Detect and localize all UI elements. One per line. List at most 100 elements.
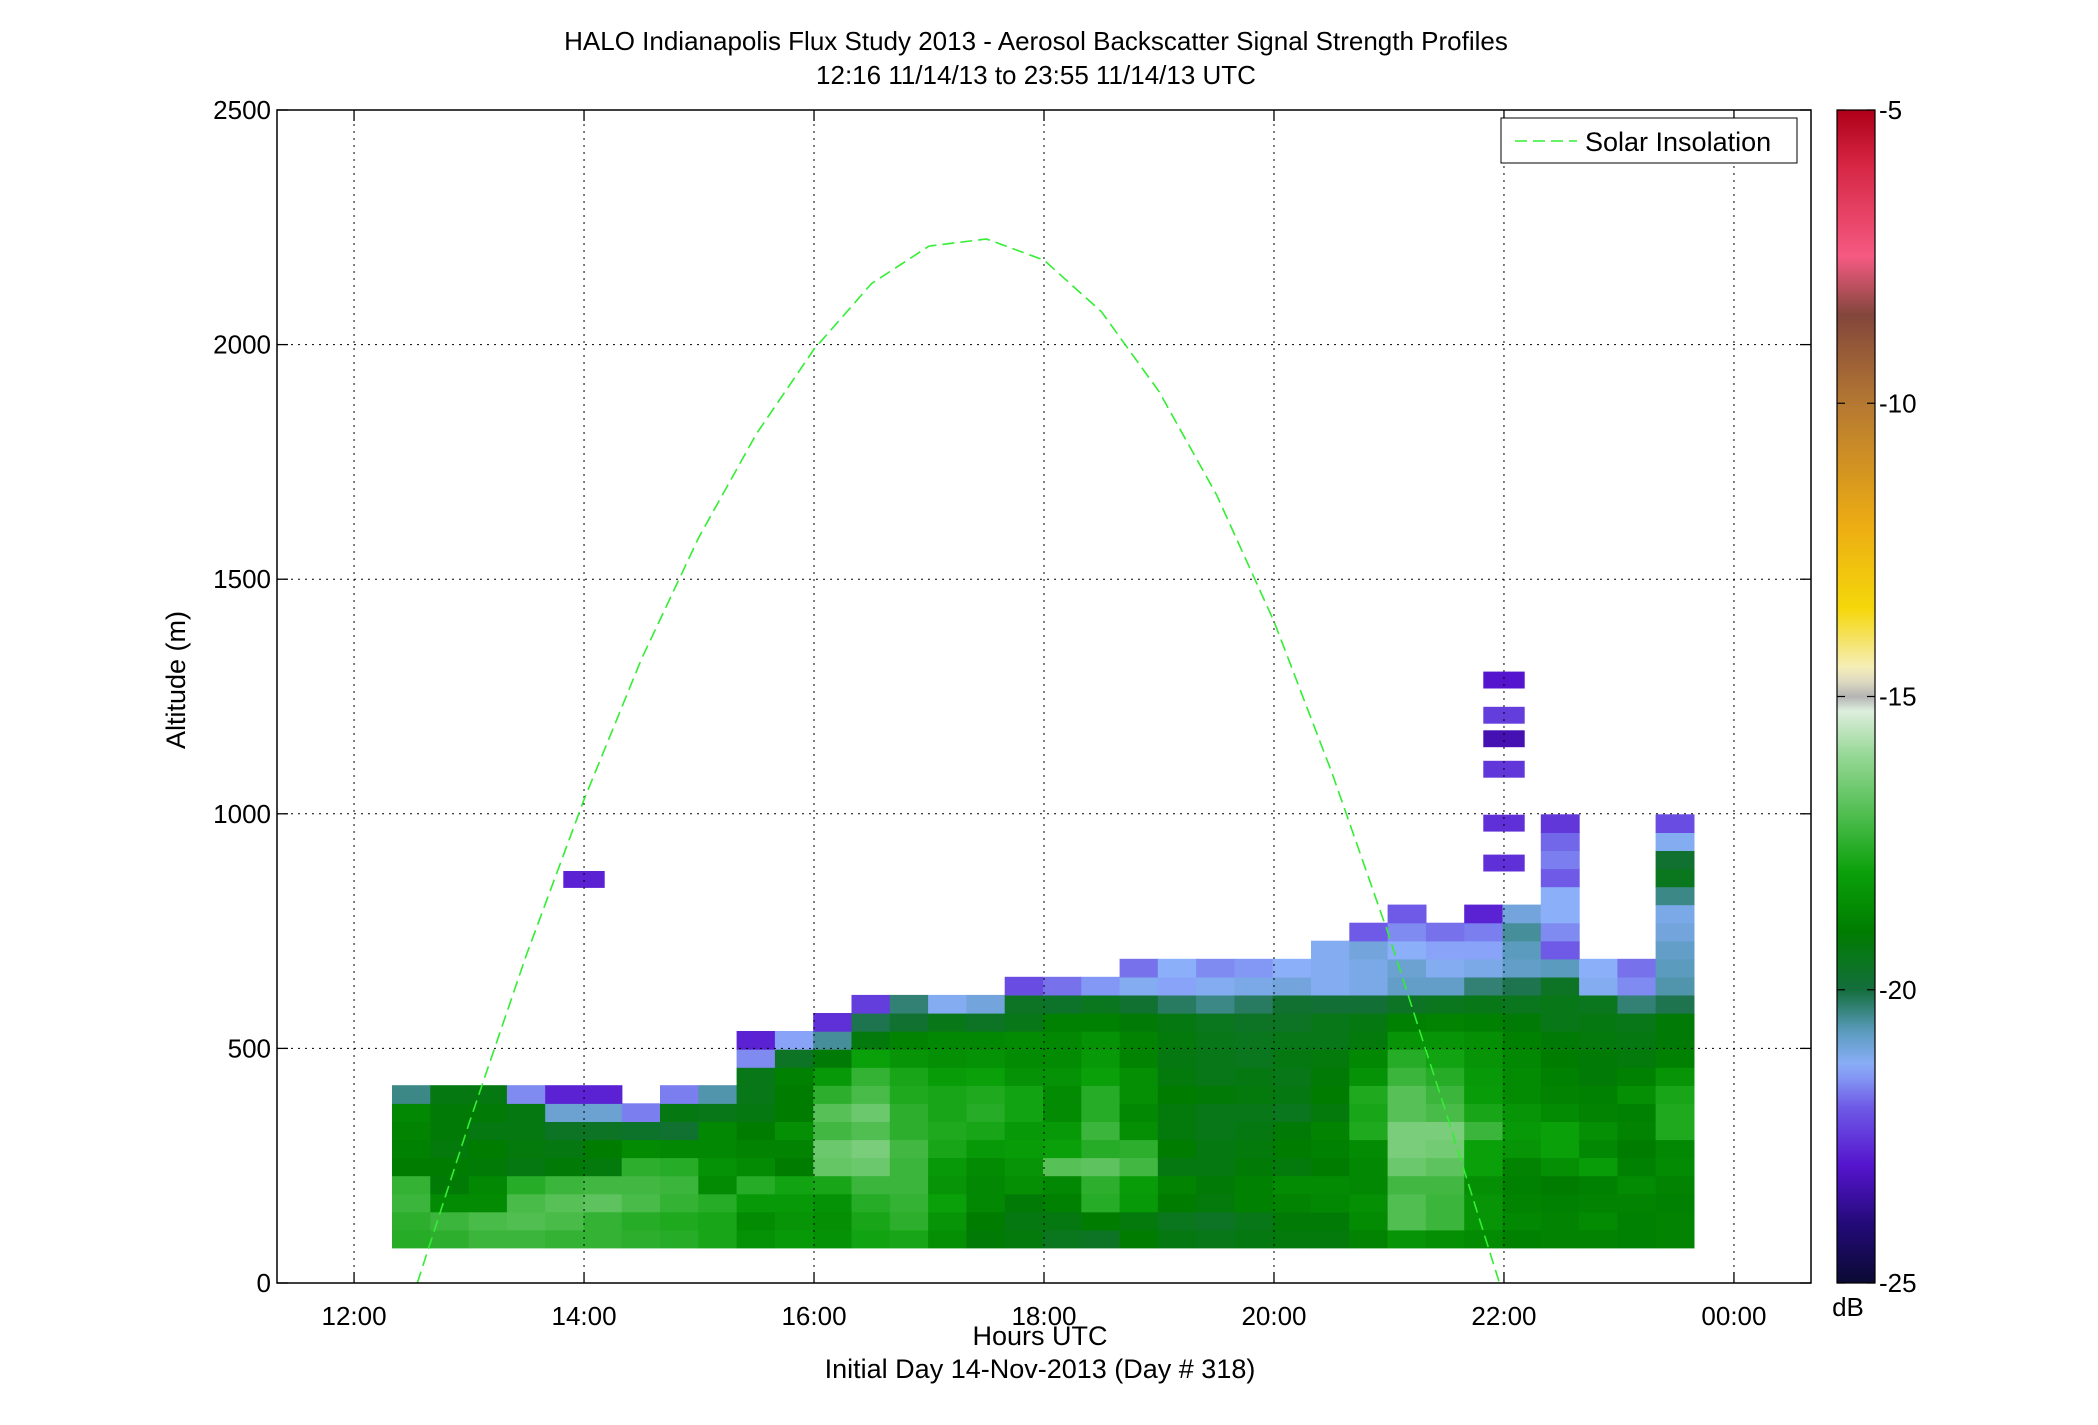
heatmap-cell <box>1004 1193 1044 1213</box>
heatmap-cell <box>1540 886 1580 906</box>
heatmap-cell <box>1311 1049 1350 1068</box>
heatmap-cell <box>1272 1121 1312 1141</box>
heatmap-cell <box>813 1103 853 1122</box>
heatmap-cell <box>1464 1103 1504 1122</box>
heatmap-cell <box>1502 1193 1542 1213</box>
heatmap-cell <box>1349 940 1389 960</box>
heatmap-cell <box>1425 1193 1465 1213</box>
heatmap-cell <box>1004 1013 1044 1032</box>
heatmap-cell <box>430 1175 470 1195</box>
heatmap-cell <box>430 1103 470 1122</box>
heatmap-cell <box>774 1193 814 1213</box>
heatmap-cell <box>851 1031 891 1050</box>
heatmap-cell <box>966 1157 1006 1177</box>
heatmap-cell <box>506 1229 546 1249</box>
heatmap-cell <box>1349 958 1389 978</box>
heatmap-cell <box>1196 1049 1235 1068</box>
heatmap-cell <box>889 1121 929 1141</box>
heatmap-cell <box>1425 1211 1465 1231</box>
heatmap-cell <box>583 1175 623 1195</box>
heatmap-cell <box>1081 1013 1121 1032</box>
heatmap-cell <box>889 1031 929 1050</box>
heatmap-cell <box>1196 976 1235 996</box>
heatmap-cell <box>1387 1229 1427 1249</box>
y-tick-label: 500 <box>228 1033 271 1063</box>
heatmap-cell <box>1655 904 1695 924</box>
heatmap-cell <box>1655 1103 1695 1122</box>
heatmap-cell <box>1272 958 1312 978</box>
heatmap-cell <box>928 1229 967 1249</box>
heatmap-cell <box>1272 1193 1312 1213</box>
heatmap-cell <box>392 1103 431 1122</box>
heatmap-cell <box>1081 1121 1121 1141</box>
heatmap-cell <box>1234 1067 1274 1086</box>
heatmap-cell <box>1502 1229 1542 1249</box>
heatmap-cell <box>1655 1031 1695 1050</box>
heatmap-cell <box>1349 922 1389 942</box>
heatmap-cell <box>545 1193 585 1213</box>
heatmap-cell <box>1387 976 1427 996</box>
heatmap-cell <box>1043 1211 1082 1231</box>
heatmap-cell <box>1349 994 1389 1014</box>
heatmap-cell <box>698 1139 738 1159</box>
heatmap-cell <box>851 1013 891 1032</box>
heatmap-cell <box>1425 976 1465 996</box>
heatmap-cell <box>1579 1139 1618 1159</box>
heatmap-cell <box>774 1211 814 1231</box>
heatmap-cell <box>851 1211 891 1231</box>
heatmap-cell <box>1043 1085 1082 1104</box>
heatmap-cell <box>1425 1229 1465 1249</box>
heatmap-cell <box>1349 1085 1389 1104</box>
heatmap-cell <box>545 1085 585 1104</box>
heatmap-cell <box>928 1193 967 1213</box>
heatmap-cell <box>1119 1049 1159 1068</box>
heatmap-cell <box>1502 1139 1542 1159</box>
heatmap-cell <box>1617 958 1657 978</box>
heatmap-cell <box>1119 1085 1159 1104</box>
heatmap-cell <box>1655 832 1695 851</box>
heatmap-cell <box>1004 1157 1044 1177</box>
heatmap-cell <box>545 1121 585 1141</box>
heatmap-cell <box>1157 958 1197 978</box>
heatmap-cell <box>1119 1139 1159 1159</box>
heatmap-cell <box>698 1157 738 1177</box>
heatmap-cell <box>1119 1103 1159 1122</box>
heatmap-cell <box>506 1211 546 1231</box>
x-tick-label: 16:00 <box>781 1301 846 1331</box>
heatmap-cell <box>698 1121 738 1141</box>
heatmap-cell <box>1196 1139 1235 1159</box>
heatmap-cells <box>392 671 1695 1249</box>
heatmap-cell <box>736 1121 776 1141</box>
heatmap-cell <box>1502 922 1542 942</box>
heatmap-cell <box>1387 1103 1427 1122</box>
heatmap-cell <box>430 1085 470 1104</box>
heatmap-cell <box>392 1211 431 1231</box>
heatmap-cell <box>966 1193 1006 1213</box>
heatmap-cell <box>698 1175 738 1195</box>
heatmap-cell <box>545 1157 585 1177</box>
heatmap-cell <box>1043 1229 1082 1249</box>
heatmap-cell <box>1617 976 1657 996</box>
heatmap-cell <box>1081 1031 1121 1050</box>
heatmap-cell <box>1119 1211 1159 1231</box>
heatmap-cell <box>1157 1139 1197 1159</box>
heatmap-cell <box>1004 1049 1044 1068</box>
heatmap-cell <box>1655 958 1695 978</box>
heatmap-cell-isolated <box>1483 854 1525 872</box>
heatmap-cell <box>392 1229 431 1249</box>
x-tick-label: 20:00 <box>1241 1301 1306 1331</box>
heatmap-cell <box>1004 1175 1044 1195</box>
heatmap-cell <box>1540 940 1580 960</box>
heatmap-cell <box>468 1157 508 1177</box>
heatmap-cell <box>1349 976 1389 996</box>
heatmap-cell <box>813 1157 853 1177</box>
y-tick-label: 1000 <box>213 799 271 829</box>
heatmap-cell <box>1502 904 1542 924</box>
heatmap-cell <box>1540 1229 1580 1249</box>
heatmap-cell <box>1311 994 1350 1014</box>
x-axis-label: Hours UTC <box>972 1321 1107 1351</box>
heatmap-cell <box>1617 1103 1657 1122</box>
heatmap-cell <box>1540 994 1580 1014</box>
heatmap-cell <box>928 1211 967 1231</box>
heatmap-cell <box>813 1031 853 1050</box>
